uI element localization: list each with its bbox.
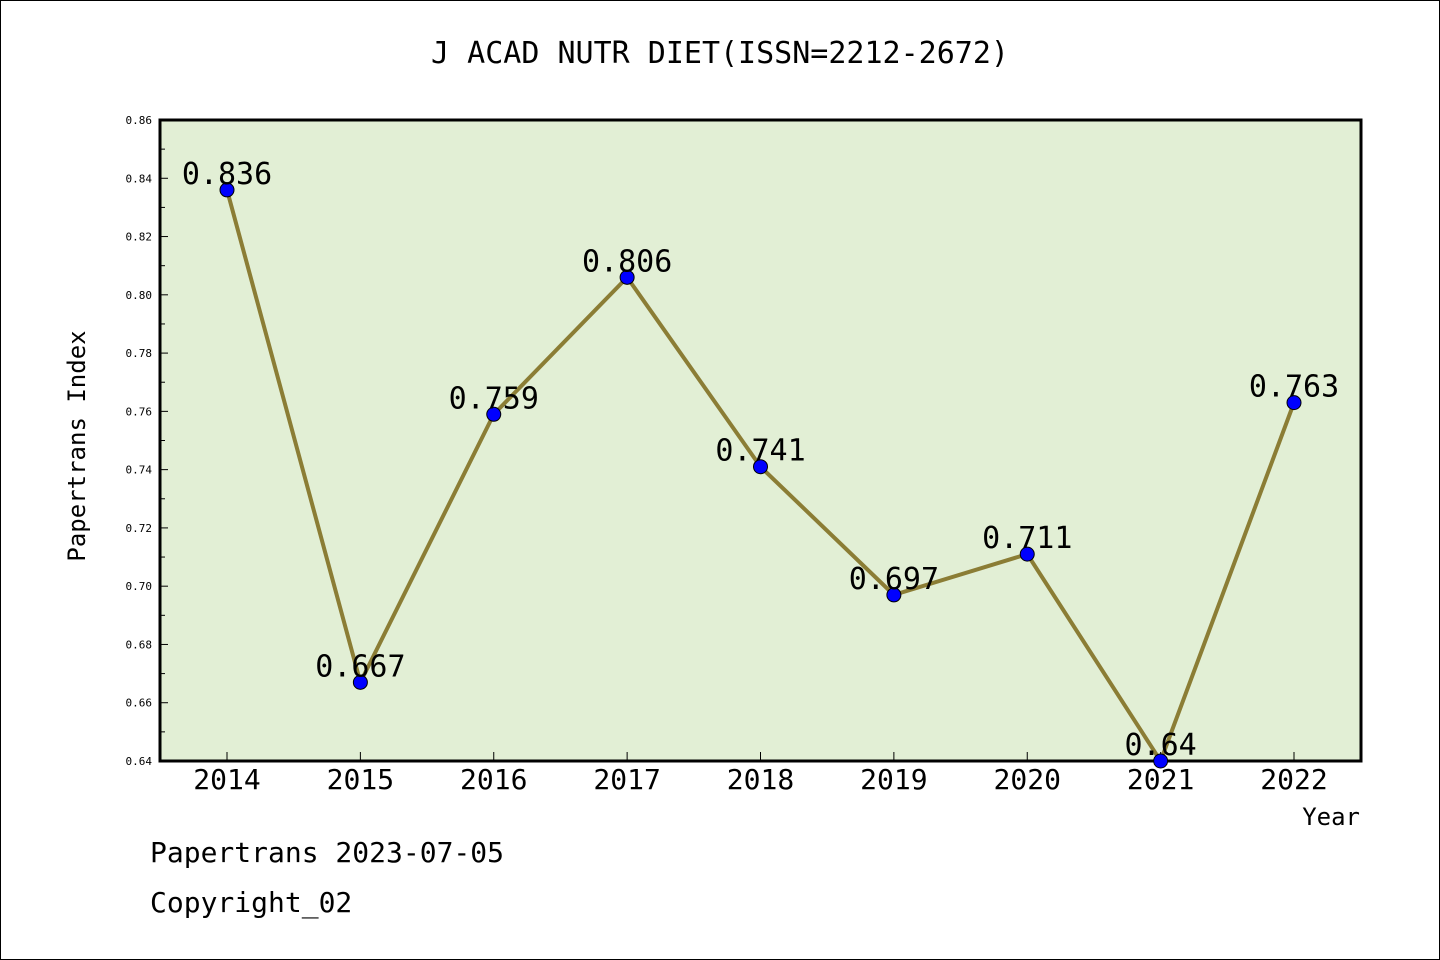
data-point xyxy=(486,406,502,422)
y-tick-label: 0.72 xyxy=(126,522,153,535)
data-label: 0.836 xyxy=(182,157,272,192)
data-point xyxy=(753,459,768,475)
y-tick-label: 0.74 xyxy=(126,464,153,477)
x-tick-label: 2018 xyxy=(727,763,794,796)
data-label: 0.806 xyxy=(582,244,672,279)
data-label: 0.741 xyxy=(715,434,805,469)
x-tick-label: 2016 xyxy=(460,763,527,796)
x-axis-label: Year xyxy=(1302,803,1360,831)
x-tick-label: 2020 xyxy=(994,763,1061,796)
data-point xyxy=(1286,395,1302,411)
data-label: 0.697 xyxy=(849,562,939,597)
x-tick-label: 2015 xyxy=(327,763,394,796)
data-label: 0.64 xyxy=(1125,728,1197,763)
x-tick-label: 2022 xyxy=(1260,763,1327,796)
footer-date: Papertrans 2023-07-05 xyxy=(150,836,505,869)
data-point xyxy=(1019,546,1035,562)
plot-area xyxy=(158,118,1363,763)
chart-title: J ACAD NUTR DIET(ISSN=2212-2672) xyxy=(431,36,1009,71)
data-label: 0.667 xyxy=(315,649,405,684)
data-point xyxy=(352,674,368,690)
y-tick-label: 0.64 xyxy=(126,755,153,768)
y-tick-label: 0.70 xyxy=(126,580,153,593)
y-tick-label: 0.78 xyxy=(126,347,153,360)
data-point xyxy=(219,182,235,198)
y-tick-label: 0.68 xyxy=(126,638,153,651)
y-tick-label: 0.86 xyxy=(126,114,153,127)
data-label: 0.763 xyxy=(1249,370,1339,405)
data-point xyxy=(619,269,635,285)
data-label: 0.711 xyxy=(982,521,1072,556)
y-tick-label: 0.76 xyxy=(126,405,153,418)
y-tick-label: 0.80 xyxy=(126,289,153,302)
data-point xyxy=(1153,753,1169,769)
x-tick-label: 2017 xyxy=(593,763,660,796)
x-tick-label: 2019 xyxy=(860,763,927,796)
y-tick-label: 0.82 xyxy=(126,231,153,244)
y-tick-label: 0.84 xyxy=(126,172,153,185)
y-tick-label: 0.66 xyxy=(126,697,153,710)
data-point xyxy=(886,587,902,603)
footer-copyright: Copyright_02 xyxy=(150,886,353,919)
data-label: 0.759 xyxy=(449,381,539,416)
x-tick-label: 2014 xyxy=(193,763,260,796)
